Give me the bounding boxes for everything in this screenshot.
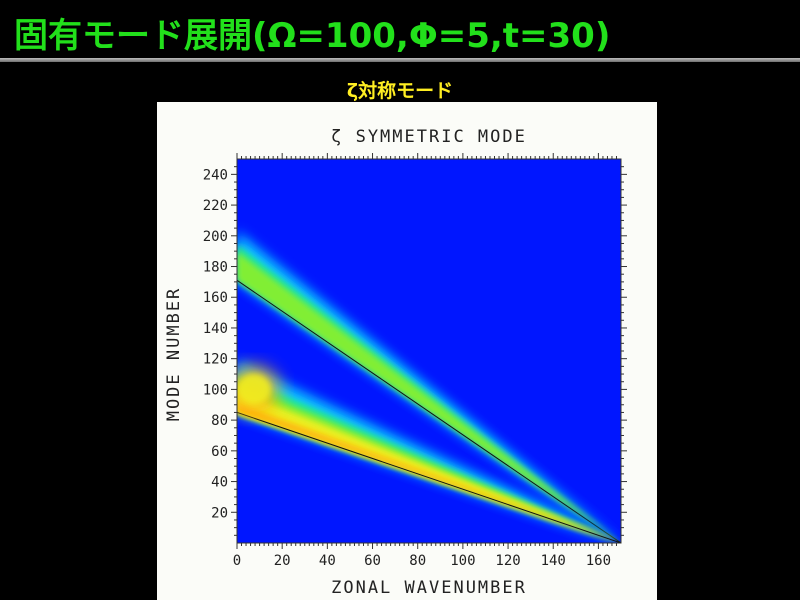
y-tick-label: 20 [211, 505, 228, 521]
plot-panel: ζ SYMMETRIC MODE 20 40 60 80 100 120 140 160 180… [157, 102, 657, 600]
y-tick-label: 160 [203, 290, 228, 306]
x-tick-label: 160 [586, 553, 611, 569]
band-ridge-line [237, 279, 621, 543]
y-tick-label: 120 [203, 352, 228, 368]
heat-band-level [237, 403, 621, 543]
band-ridge-line [237, 411, 621, 543]
x-tick-label: 40 [319, 553, 336, 569]
slide-title: 固有モード展開(Ω=100,Φ=5,t=30) [14, 16, 611, 56]
x-tick-label: 20 [274, 553, 291, 569]
y-tick-label: 60 [211, 444, 228, 460]
y-axis-label: MODE NUMBER [164, 287, 184, 422]
heat-band-level [237, 251, 621, 543]
chart-title: ζ SYMMETRIC MODE [331, 127, 527, 147]
heat-band-level [237, 390, 621, 543]
axes: 20 40 60 80 100 120 140 160 180 200 220 240 0 20 40 60 8… [203, 153, 627, 569]
x-axis-label: ZONAL WAVENUMBER [331, 578, 527, 598]
heatmap-chart: ζ SYMMETRIC MODE 20 40 60 80 100 120 140 160 180… [164, 127, 627, 598]
y-tick-label: 240 [203, 167, 228, 183]
title-divider [0, 58, 800, 62]
x-tick-label: 120 [495, 553, 520, 569]
heat-band-upper [237, 229, 621, 543]
heat-band-level [237, 366, 621, 543]
slide-subtitle: ζ対称モード [346, 80, 454, 102]
y-tick-label: 100 [203, 382, 228, 398]
y-tick-label: 200 [203, 229, 228, 245]
x-tick-label: 0 [233, 553, 241, 569]
heat-hotspot-core [237, 374, 271, 405]
x-tick-label: 100 [450, 553, 475, 569]
x-tick-label: 80 [409, 553, 426, 569]
plot-background [237, 159, 621, 543]
heat-band-level [237, 374, 621, 543]
y-tick-label: 180 [203, 260, 228, 276]
heat-band-lower [237, 358, 621, 543]
y-tick-label: 140 [203, 321, 228, 337]
y-tick-label: 40 [211, 475, 228, 491]
heat-layer [237, 229, 621, 543]
y-tick-label: 220 [203, 198, 228, 214]
y-tick-label: 80 [211, 413, 228, 429]
heat-band-level [237, 244, 621, 543]
x-tick-label: 60 [364, 553, 381, 569]
heat-band-level [237, 358, 621, 543]
x-tick-label: 140 [541, 553, 566, 569]
heat-band-level [237, 236, 621, 543]
heat-band-level [237, 398, 621, 543]
heat-band-level [237, 382, 621, 543]
heat-band-level [237, 229, 621, 543]
